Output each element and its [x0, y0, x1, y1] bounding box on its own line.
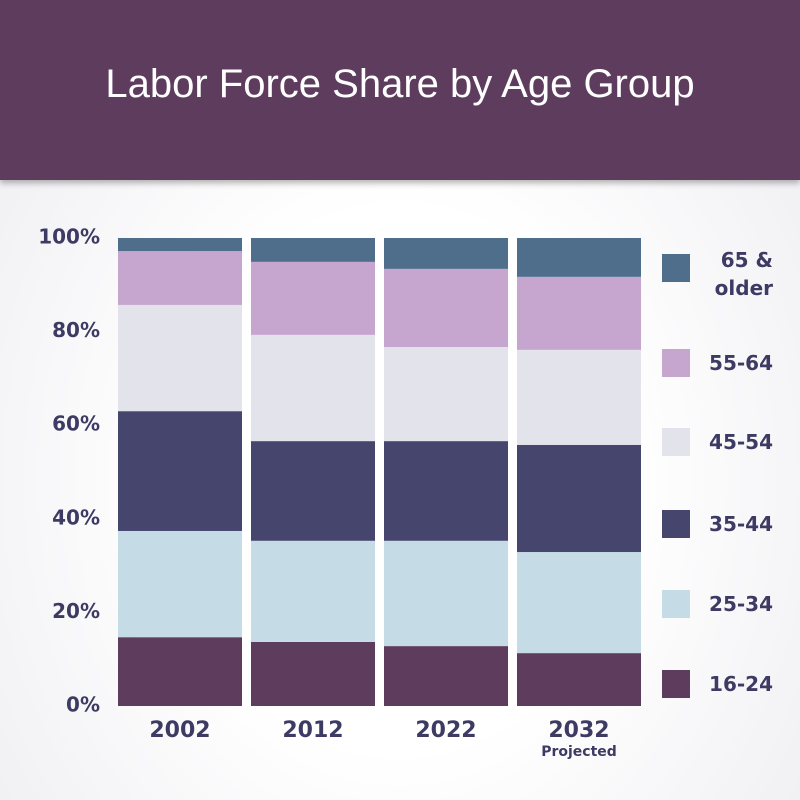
bar-segment: [251, 540, 375, 642]
bar-segment: [384, 540, 508, 647]
bar-segment: [384, 238, 508, 269]
y-tick-label: 100%: [38, 225, 100, 249]
y-tick-label: 80%: [52, 318, 100, 342]
bar-segment: [251, 261, 375, 335]
bar-segment: [517, 238, 641, 277]
y-tick-label: 60%: [52, 412, 100, 436]
bar-segment: [118, 411, 242, 531]
bar-segment: [384, 441, 508, 541]
legend-swatch: [662, 510, 690, 538]
x-tick-label: 2022: [415, 718, 476, 743]
x-tick-label: 2002: [149, 718, 210, 743]
y-tick-label: 0%: [66, 693, 100, 717]
legend-label: 35-44: [709, 512, 773, 536]
x-tick-label: 2032: [548, 718, 609, 743]
bar-segment: [517, 276, 641, 350]
legend-swatch: [662, 349, 690, 377]
bar-segment: [384, 268, 508, 348]
bar-segment: [251, 238, 375, 262]
bar-segment: [251, 334, 375, 442]
legend-swatch: [662, 670, 690, 698]
bar-segment: [251, 441, 375, 541]
bar-segment: [118, 238, 242, 252]
legend-label: 55-64: [709, 351, 773, 375]
bar-segment: [384, 347, 508, 442]
bar-segment: [251, 641, 375, 706]
legend-label: 16-24: [709, 672, 773, 696]
legend-swatch: [662, 428, 690, 456]
legend-label: 45-54: [709, 430, 773, 454]
header: Labor Force Share by Age Group: [0, 0, 800, 180]
legend-label: 25-34: [709, 592, 773, 616]
bar-segment: [118, 251, 242, 305]
bar-segment: [517, 552, 641, 654]
x-tick-label: 2012: [282, 718, 343, 743]
legend-swatch: [662, 254, 690, 282]
bar-segment: [384, 646, 508, 706]
bar-segment: [118, 530, 242, 638]
bar-segment: [517, 444, 641, 553]
chart-title: Labor Force Share by Age Group: [105, 62, 695, 106]
bar-segment: [118, 304, 242, 412]
y-tick-label: 20%: [52, 599, 100, 623]
annotation: Projected: [541, 744, 617, 760]
legend-swatch: [662, 590, 690, 618]
bar-segment: [118, 637, 242, 706]
bar-segment: [517, 349, 641, 445]
legend-label: 65 & older: [714, 248, 773, 300]
y-tick-label: 40%: [52, 505, 100, 529]
bar-segment: [517, 653, 641, 706]
